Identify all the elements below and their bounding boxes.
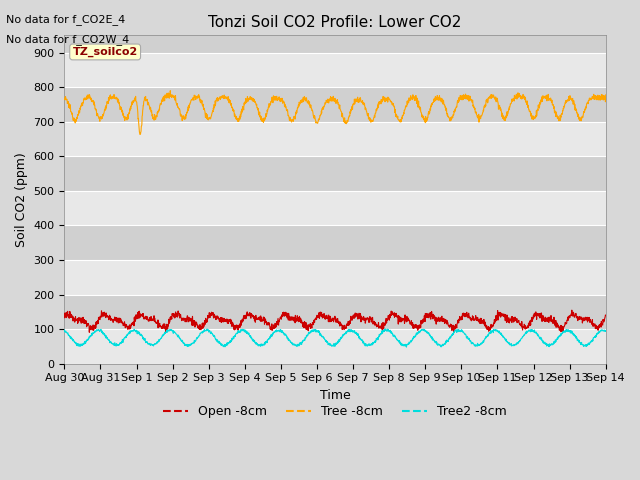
- Bar: [65, 53, 605, 87]
- Bar: [65, 18, 605, 53]
- Bar: [65, 329, 605, 364]
- Bar: [65, 260, 605, 295]
- Legend: Open -8cm, Tree -8cm, Tree2 -8cm: Open -8cm, Tree -8cm, Tree2 -8cm: [159, 400, 511, 423]
- X-axis label: Time: Time: [319, 389, 351, 402]
- Text: TZ_soilco2: TZ_soilco2: [72, 47, 138, 57]
- Bar: [65, 191, 605, 226]
- Bar: [65, 226, 605, 260]
- Bar: [65, 295, 605, 329]
- Text: No data for f_CO2E_4: No data for f_CO2E_4: [6, 14, 125, 25]
- Bar: [65, 87, 605, 122]
- Title: Tonzi Soil CO2 Profile: Lower CO2: Tonzi Soil CO2 Profile: Lower CO2: [209, 15, 461, 30]
- Bar: [65, 156, 605, 191]
- Text: No data for f_CO2W_4: No data for f_CO2W_4: [6, 34, 130, 45]
- Bar: [65, 122, 605, 156]
- Y-axis label: Soil CO2 (ppm): Soil CO2 (ppm): [15, 152, 28, 247]
